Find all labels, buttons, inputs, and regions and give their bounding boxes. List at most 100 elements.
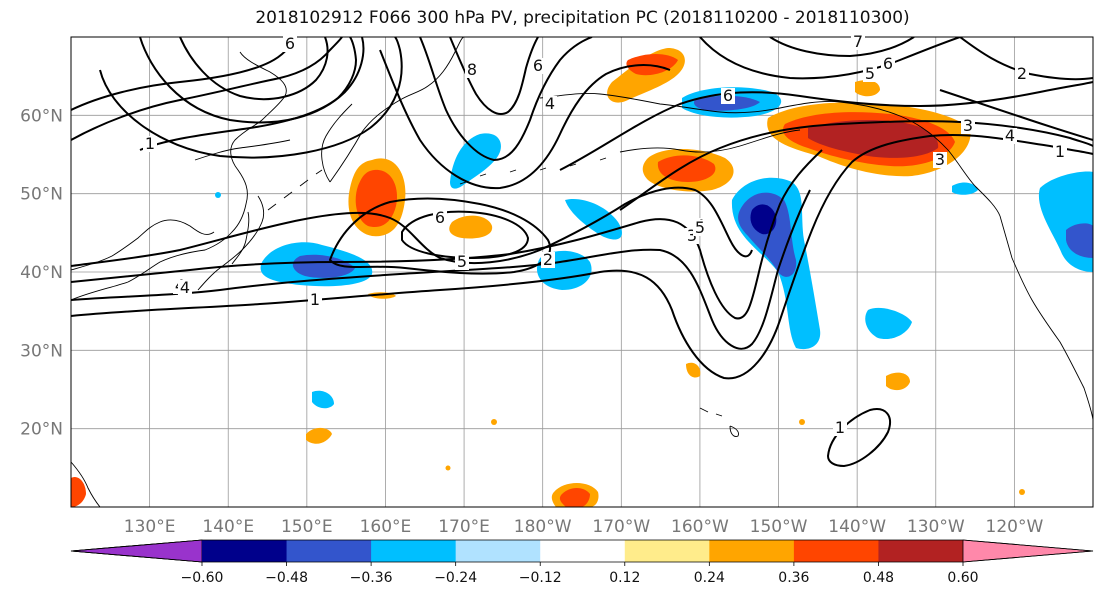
precip-blob-175w — [565, 198, 623, 240]
contour-value-label: 2 — [543, 250, 553, 269]
contour-value-label: 4 — [545, 94, 555, 113]
precip-blob-sw-corner — [71, 476, 86, 507]
pv-contour-2 — [71, 189, 811, 350]
pv-contour-trough-1 — [419, 37, 593, 162]
colorbar-swatch — [455, 540, 541, 562]
contour-value-label: 1 — [835, 418, 845, 437]
contour-value-label: 2 — [1017, 64, 1027, 83]
pv-contour-east-3 — [699, 37, 961, 80]
contour-label-bg — [455, 254, 469, 270]
contour-value-label: 5 — [695, 218, 705, 237]
lon-tick-label: 140°W — [828, 517, 886, 537]
pv-contour-5 — [328, 197, 551, 275]
precip-core-160w — [657, 155, 716, 182]
latitude-labels: 60°N 50°N 40°N 30°N 20°N — [20, 106, 63, 439]
colorbar-swatch — [878, 540, 964, 562]
contour-label-bg — [1003, 128, 1017, 144]
colorbar-swatch — [793, 540, 879, 562]
contour-label-bg — [465, 62, 479, 78]
lon-tick-label: 150°E — [281, 517, 333, 537]
lon-tick-label: 130°E — [124, 517, 176, 537]
contour-label-bg — [433, 210, 447, 226]
pv-contour-1-closed — [826, 408, 891, 468]
pv-contour-3 — [71, 149, 823, 320]
lon-tick-label: 140°E — [202, 517, 254, 537]
pv-contour-7 — [71, 37, 296, 111]
colorbar-extend-low — [70, 539, 203, 563]
contour-label-bg — [1015, 66, 1029, 82]
lon-tick-label: 160°W — [671, 517, 729, 537]
colorbar-swatch — [624, 540, 710, 562]
colorbar-label: −0.12 — [519, 570, 562, 586]
contour-label-bg — [543, 96, 557, 112]
precip-blob-sub-3 — [686, 362, 701, 378]
precip-dot-4 — [1019, 489, 1025, 495]
contour-value-label: 6 — [723, 86, 733, 105]
contour-value-label: 6 — [285, 34, 295, 53]
contour-value-label: 5 — [865, 64, 875, 83]
contour-label-bg — [531, 58, 545, 74]
contour-value-label: 7 — [853, 32, 863, 51]
colorbar-swatch — [709, 540, 795, 562]
contour-value-label: 5 — [457, 252, 467, 271]
precip-blob-170e — [449, 215, 493, 239]
contour-value-label: 4 — [180, 278, 190, 297]
contour-label-bg — [933, 152, 947, 168]
contour-value-label: 3 — [935, 150, 945, 169]
colorbar-label: 0.36 — [778, 570, 809, 586]
precip-dot-1 — [491, 419, 497, 425]
precip-core-150e — [292, 254, 355, 278]
colorbar-label: −0.36 — [350, 570, 393, 586]
lat-tick-label: 40°N — [20, 263, 63, 283]
colorbar-swatch — [286, 540, 372, 562]
contour-label-bg — [143, 136, 157, 152]
contour-label-bg — [851, 34, 865, 50]
pv-contour-east-2 — [619, 120, 1093, 211]
pv-contour-6-north — [71, 37, 343, 141]
contour-value-label: 1 — [310, 290, 320, 309]
precip-blob-sub-4 — [312, 390, 334, 409]
pv-contour-east-6 — [939, 89, 1093, 141]
lon-tick-label: 170°W — [592, 517, 650, 537]
lat-tick-label: 60°N — [20, 106, 63, 126]
colorbar-extend-high — [962, 539, 1094, 563]
contour-value-label: 3 — [687, 226, 697, 245]
contour-label-bg — [1053, 144, 1067, 160]
lat-tick-label: 30°N — [20, 341, 63, 361]
precip-blob-sub-2 — [886, 372, 910, 391]
precip-deep-150w — [750, 204, 777, 235]
lon-tick-label: 170°E — [438, 517, 490, 537]
colorbar-label: −0.60 — [181, 570, 224, 586]
lon-tick-label: 130°W — [907, 517, 965, 537]
precip-blob-sub-5 — [306, 427, 332, 444]
pv-contour-east-4 — [769, 37, 915, 58]
contour-value-label: 8 — [467, 60, 477, 79]
colorbar-label: −0.48 — [265, 570, 308, 586]
pv-contour-east-1 — [559, 81, 1093, 171]
precip-blob-small-3 — [952, 182, 978, 195]
precip-dot-3 — [799, 419, 805, 425]
contour-label-bg — [541, 252, 555, 268]
pv-contour-ridge-1 — [179, 37, 329, 101]
lon-tick-label: 180°W — [514, 517, 572, 537]
precip-core-sub-6 — [559, 488, 590, 507]
map-frame — [70, 36, 1094, 508]
contour-value-label: 3 — [963, 116, 973, 135]
precip-blob-sub-1 — [865, 307, 912, 340]
longitude-labels: 130°E 140°E 150°E 160°E 170°E 180°W 170°W 160°W… — [124, 517, 1044, 537]
pv-contour-1-south — [71, 133, 1093, 380]
contour-label-bg — [721, 88, 735, 104]
colorbar-swatch — [540, 540, 626, 562]
contour-value-label: 4 — [1005, 126, 1015, 145]
precip-core-125w — [1066, 223, 1093, 258]
pv-contour-ridge-3 — [99, 37, 403, 159]
pv-contour-east-5 — [959, 37, 1093, 81]
contour-value-label: 6 — [533, 56, 543, 75]
lat-tick-label: 50°N — [20, 185, 63, 205]
contour-labels: 686416521435634123456714 — [143, 32, 1067, 437]
contour-value-label: 6 — [435, 208, 445, 227]
precip-blob-170e-north — [450, 133, 501, 189]
precip-dot-5 — [215, 192, 221, 198]
contour-label-bg — [178, 280, 192, 296]
colorbar-swatch — [202, 540, 288, 562]
